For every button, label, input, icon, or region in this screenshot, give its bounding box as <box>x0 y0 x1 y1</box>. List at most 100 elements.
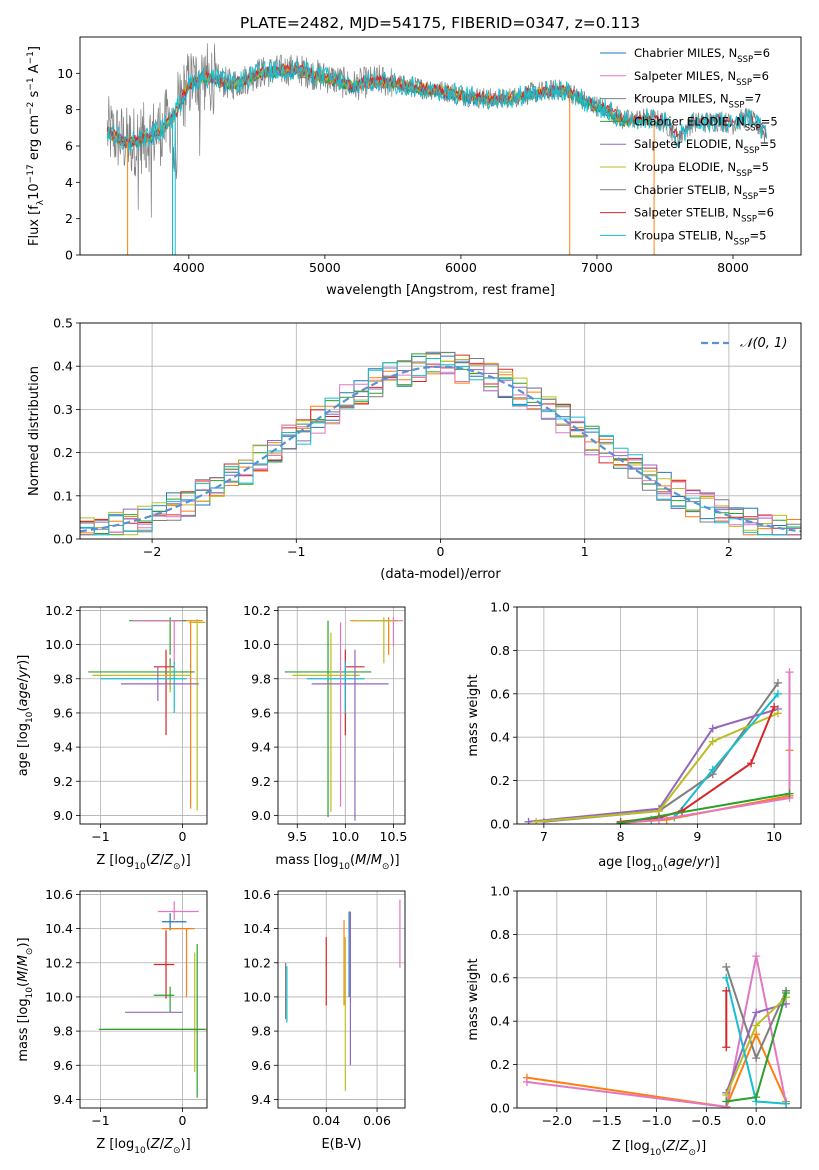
x-tick-label: 7000 <box>581 260 613 275</box>
x-axis-label: mass [log10(M/M⊙)] <box>275 853 399 872</box>
label-part: / <box>16 966 31 971</box>
label-part: erg cm <box>27 115 42 164</box>
series-marker <box>752 1021 761 1030</box>
plot-area <box>522 952 791 1108</box>
label-part: )] <box>181 853 191 868</box>
x-axis-label: Z [log10(Z/Z⊙)] <box>96 853 190 872</box>
legend-entry-label: Chabrier STELIB, NSSP=5 <box>634 183 775 202</box>
legend-tail: =5 <box>761 114 778 128</box>
y-tick-label: 0.0 <box>53 532 73 547</box>
series-line <box>620 792 790 824</box>
y-tick-label: 0.3 <box>53 402 73 417</box>
legend-subscript: SSP <box>744 146 760 156</box>
legend-subscript: SSP <box>741 215 757 225</box>
plot-area <box>106 43 768 255</box>
label-part: −1 <box>26 77 36 90</box>
y-axis-label: mass [log10(M/M⊙)] <box>16 937 35 1061</box>
label-part: Z <box>163 1137 174 1152</box>
label-part: Z <box>163 853 174 868</box>
x-tick-label: 9 <box>693 829 701 844</box>
legend-text: Chabrier STELIB, N <box>634 183 742 197</box>
label-part: 10 <box>25 711 35 723</box>
series-marker <box>708 765 717 774</box>
series-marker <box>616 818 625 824</box>
label-part: −17 <box>26 164 36 183</box>
label-part: )] <box>181 1137 191 1152</box>
x-tick-label: 8000 <box>717 260 749 275</box>
label-part: ] <box>27 46 42 51</box>
label-part: ( <box>146 853 151 868</box>
y-tick-label: 10.0 <box>243 989 271 1004</box>
label-part: Flux [f <box>27 205 42 246</box>
x-tick-label: 10.5 <box>380 829 408 844</box>
y-tick-label: 9.4 <box>251 1092 271 1107</box>
legend-tail: =7 <box>744 92 761 106</box>
y-tick-label: 9.8 <box>53 1024 73 1039</box>
x-axis-label: Z [log10(Z/Z⊙)] <box>96 1137 190 1156</box>
series-marker <box>785 789 794 798</box>
legend-text: Chabrier MILES, N <box>634 46 737 60</box>
x-tick-label: −1.0 <box>641 1113 671 1128</box>
x-axis-label: wavelength [Angstrom, rest frame] <box>326 283 555 298</box>
series-marker <box>722 1043 731 1052</box>
label-part: ( <box>146 1137 151 1152</box>
y-tick-label: 0.4 <box>53 359 73 374</box>
y-tick-label: 10 <box>57 66 73 81</box>
y-tick-label: 10.2 <box>45 955 73 970</box>
label-part: 10 <box>27 183 42 200</box>
label-part: ⊙ <box>25 948 35 956</box>
label-part: 10 <box>651 864 663 874</box>
panel-age-vs-Z: −1 09.09.29.49.69.810.010.2Z [log10(Z/Z⊙)… <box>16 603 208 872</box>
y-tick-label: 0.2 <box>490 1057 510 1072</box>
label-part: / <box>675 1139 680 1154</box>
x-tick-label: −1 <box>91 1113 109 1128</box>
series-marker <box>785 668 794 677</box>
label-part: A <box>27 64 42 77</box>
label-part: mass [log <box>16 998 31 1061</box>
series-marker <box>722 986 731 995</box>
label-part: ⊙ <box>688 1148 696 1158</box>
x-tick-label: 0.06 <box>363 1113 391 1128</box>
axes-frame <box>516 606 802 825</box>
label-part: ( <box>661 1139 666 1154</box>
plot-area <box>88 617 206 811</box>
legend-subscript: SSP <box>745 123 761 133</box>
legend-tail: =5 <box>752 160 769 174</box>
y-axis-label: Flux [fλ10−17 erg cm−2 s−1 A−1] <box>26 46 46 246</box>
y-tick-label: 0.6 <box>490 970 510 985</box>
series-line <box>536 712 779 823</box>
label-part: Z [log <box>96 1137 134 1152</box>
y-tick-label: 0 <box>65 248 73 263</box>
label-part: )] <box>696 1139 706 1154</box>
x-tick-label: 9.5 <box>287 829 307 844</box>
x-axis-label: age [log10(age/yr)] <box>598 855 720 874</box>
plot-area <box>524 668 794 824</box>
legend-entry-label: Kroupa STELIB, NSSP=5 <box>634 228 766 247</box>
series-line <box>620 672 791 824</box>
legend-tail: =6 <box>757 206 774 220</box>
label-part: ( <box>16 982 31 987</box>
label-part: )] <box>710 855 720 870</box>
axes-frame <box>277 606 406 825</box>
legend-entry-label: Kroupa MILES, NSSP=7 <box>634 92 761 111</box>
axes-frame <box>277 890 406 1109</box>
label-part: 10 <box>650 1148 662 1158</box>
legend-entry-label: Chabrier MILES, NSSP=6 <box>634 46 770 65</box>
x-tick-label: −1.5 <box>592 1113 622 1128</box>
y-tick-label: 6 <box>65 139 73 154</box>
y-tick-label: 9.4 <box>53 740 73 755</box>
axes-frame <box>79 606 208 825</box>
series-marker <box>752 1054 761 1063</box>
series-marker <box>782 1099 791 1108</box>
series-marker <box>770 702 779 711</box>
plot-area <box>285 899 401 1091</box>
label-part: M <box>16 955 31 966</box>
x-tick-label: 0 <box>178 829 186 844</box>
label-part: ⊙ <box>382 862 390 872</box>
legend-text: Kroupa MILES, N <box>634 92 729 106</box>
series-marker <box>708 737 717 746</box>
y-axis-label: mass weight <box>466 958 481 1040</box>
y-tick-label: 9.0 <box>251 808 271 823</box>
y-tick-label: 2 <box>65 211 73 226</box>
